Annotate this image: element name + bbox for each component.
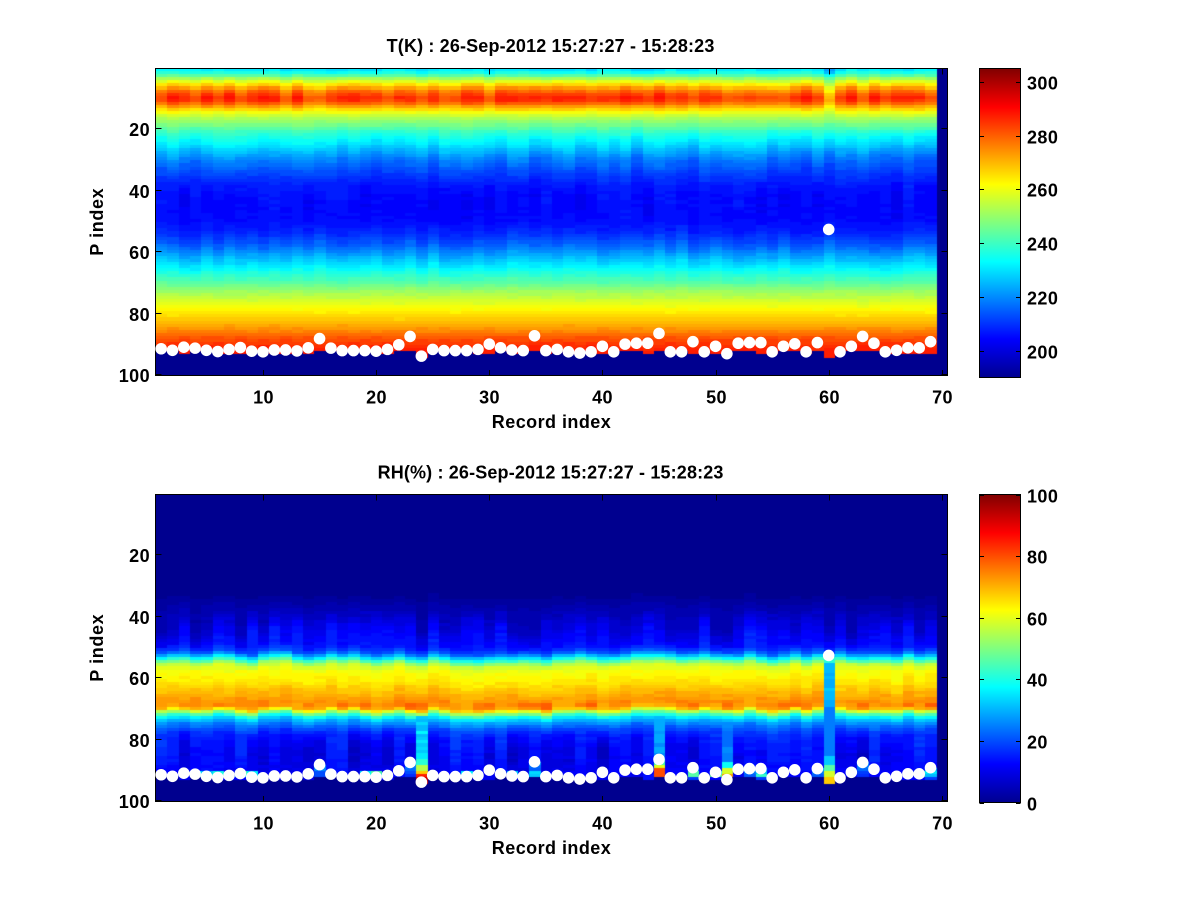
svg-text:40: 40 xyxy=(129,182,150,202)
svg-text:0: 0 xyxy=(1027,795,1037,815)
svg-text:260: 260 xyxy=(1027,181,1058,201)
svg-text:20: 20 xyxy=(366,814,387,834)
svg-text:20: 20 xyxy=(129,546,150,566)
svg-text:240: 240 xyxy=(1027,235,1058,255)
svg-text:P index: P index xyxy=(87,614,107,682)
svg-text:Record index: Record index xyxy=(492,412,611,432)
svg-text:300: 300 xyxy=(1027,74,1058,94)
svg-text:80: 80 xyxy=(1027,548,1048,568)
svg-text:Record index: Record index xyxy=(492,838,611,858)
svg-text:T(K) : 26-Sep-2012 15:27:27 -: T(K) : 26-Sep-2012 15:27:27 - 15:28:23 xyxy=(387,36,715,56)
svg-text:10: 10 xyxy=(253,814,274,834)
svg-text:20: 20 xyxy=(366,388,387,408)
svg-text:60: 60 xyxy=(1027,610,1048,630)
svg-text:50: 50 xyxy=(706,388,727,408)
svg-text:P index: P index xyxy=(87,188,107,256)
svg-text:40: 40 xyxy=(592,388,613,408)
svg-text:30: 30 xyxy=(479,814,500,834)
svg-text:100: 100 xyxy=(1027,487,1058,507)
svg-text:60: 60 xyxy=(819,388,840,408)
svg-text:70: 70 xyxy=(932,814,953,834)
svg-text:30: 30 xyxy=(479,388,500,408)
svg-text:60: 60 xyxy=(129,243,150,263)
svg-text:10: 10 xyxy=(253,388,274,408)
svg-text:50: 50 xyxy=(706,814,727,834)
svg-text:RH(%) : 26-Sep-2012 15:27:27 -: RH(%) : 26-Sep-2012 15:27:27 - 15:28:23 xyxy=(378,463,724,483)
svg-text:40: 40 xyxy=(592,814,613,834)
svg-text:100: 100 xyxy=(119,366,150,386)
svg-text:20: 20 xyxy=(129,120,150,140)
svg-text:280: 280 xyxy=(1027,128,1058,148)
svg-text:60: 60 xyxy=(819,814,840,834)
svg-text:200: 200 xyxy=(1027,343,1058,363)
svg-text:70: 70 xyxy=(932,388,953,408)
svg-text:80: 80 xyxy=(129,731,150,751)
svg-text:20: 20 xyxy=(1027,733,1048,753)
svg-text:220: 220 xyxy=(1027,289,1058,309)
svg-text:60: 60 xyxy=(129,669,150,689)
svg-text:100: 100 xyxy=(119,792,150,812)
svg-text:40: 40 xyxy=(1027,671,1048,691)
svg-text:80: 80 xyxy=(129,305,150,325)
svg-text:40: 40 xyxy=(129,608,150,628)
